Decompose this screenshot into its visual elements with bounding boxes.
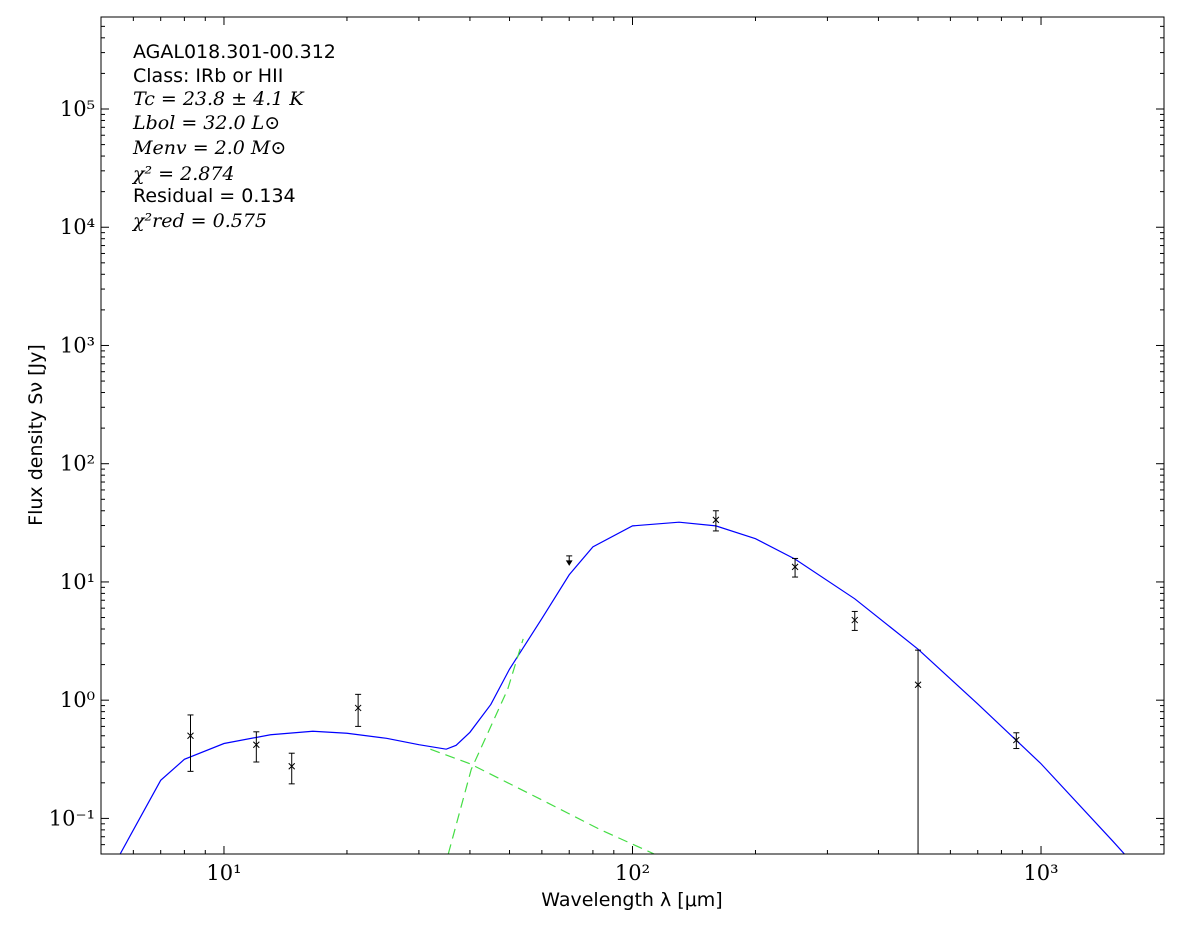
annotation: Lbol = 32.0 L⊙ [132, 112, 280, 134]
data-point [252, 741, 260, 749]
model-curve [430, 748, 655, 854]
x-tick-label: 10³ [1023, 861, 1058, 885]
data-point [288, 762, 296, 770]
y-tick-label: 10⁵ [60, 97, 95, 121]
plot-area [119, 510, 1125, 854]
x-axis-label: Wavelength λ [μm] [541, 889, 722, 911]
axes: 10¹ 10² 10³ 10⁻¹ 10⁰ 10¹ 10² 10³ 10⁴ 10⁵ [49, 17, 1164, 885]
data-point [712, 516, 720, 524]
x-tick-label: 10² [615, 861, 650, 885]
annotation: Tc = 23.8 ± 4.1 K [133, 88, 305, 110]
data-point [187, 732, 194, 740]
y-tick-label: 10¹ [60, 570, 95, 594]
data-point [851, 616, 859, 624]
data-point [1012, 736, 1020, 744]
model-curve [119, 521, 1125, 854]
y-tick-label: 10⁻¹ [49, 806, 95, 830]
annotation: Class: IRb or HII [133, 65, 283, 87]
y-tick-label: 10⁴ [60, 215, 95, 239]
annotation: Menv = 2.0 M⊙ [132, 137, 286, 159]
y-axis-label: Flux density Sν [Jy] [25, 344, 47, 526]
data-point [914, 681, 922, 689]
annotation: Residual = 0.134 [133, 185, 296, 207]
plot-frame [100, 16, 1165, 855]
annotation: AGAL018.301-00.312 [133, 41, 336, 63]
y-tick-label: 10³ [60, 333, 95, 357]
data-point [791, 563, 799, 571]
x-tick-label: 10¹ [206, 861, 241, 885]
upper-limit [565, 555, 573, 566]
data-point [354, 704, 362, 712]
model-curve [447, 638, 524, 854]
annotation: χ²red = 0.575 [131, 210, 267, 232]
y-tick-label: 10⁰ [60, 688, 95, 712]
annotation: χ² = 2.874 [131, 163, 235, 185]
y-tick-label: 10² [60, 452, 95, 476]
